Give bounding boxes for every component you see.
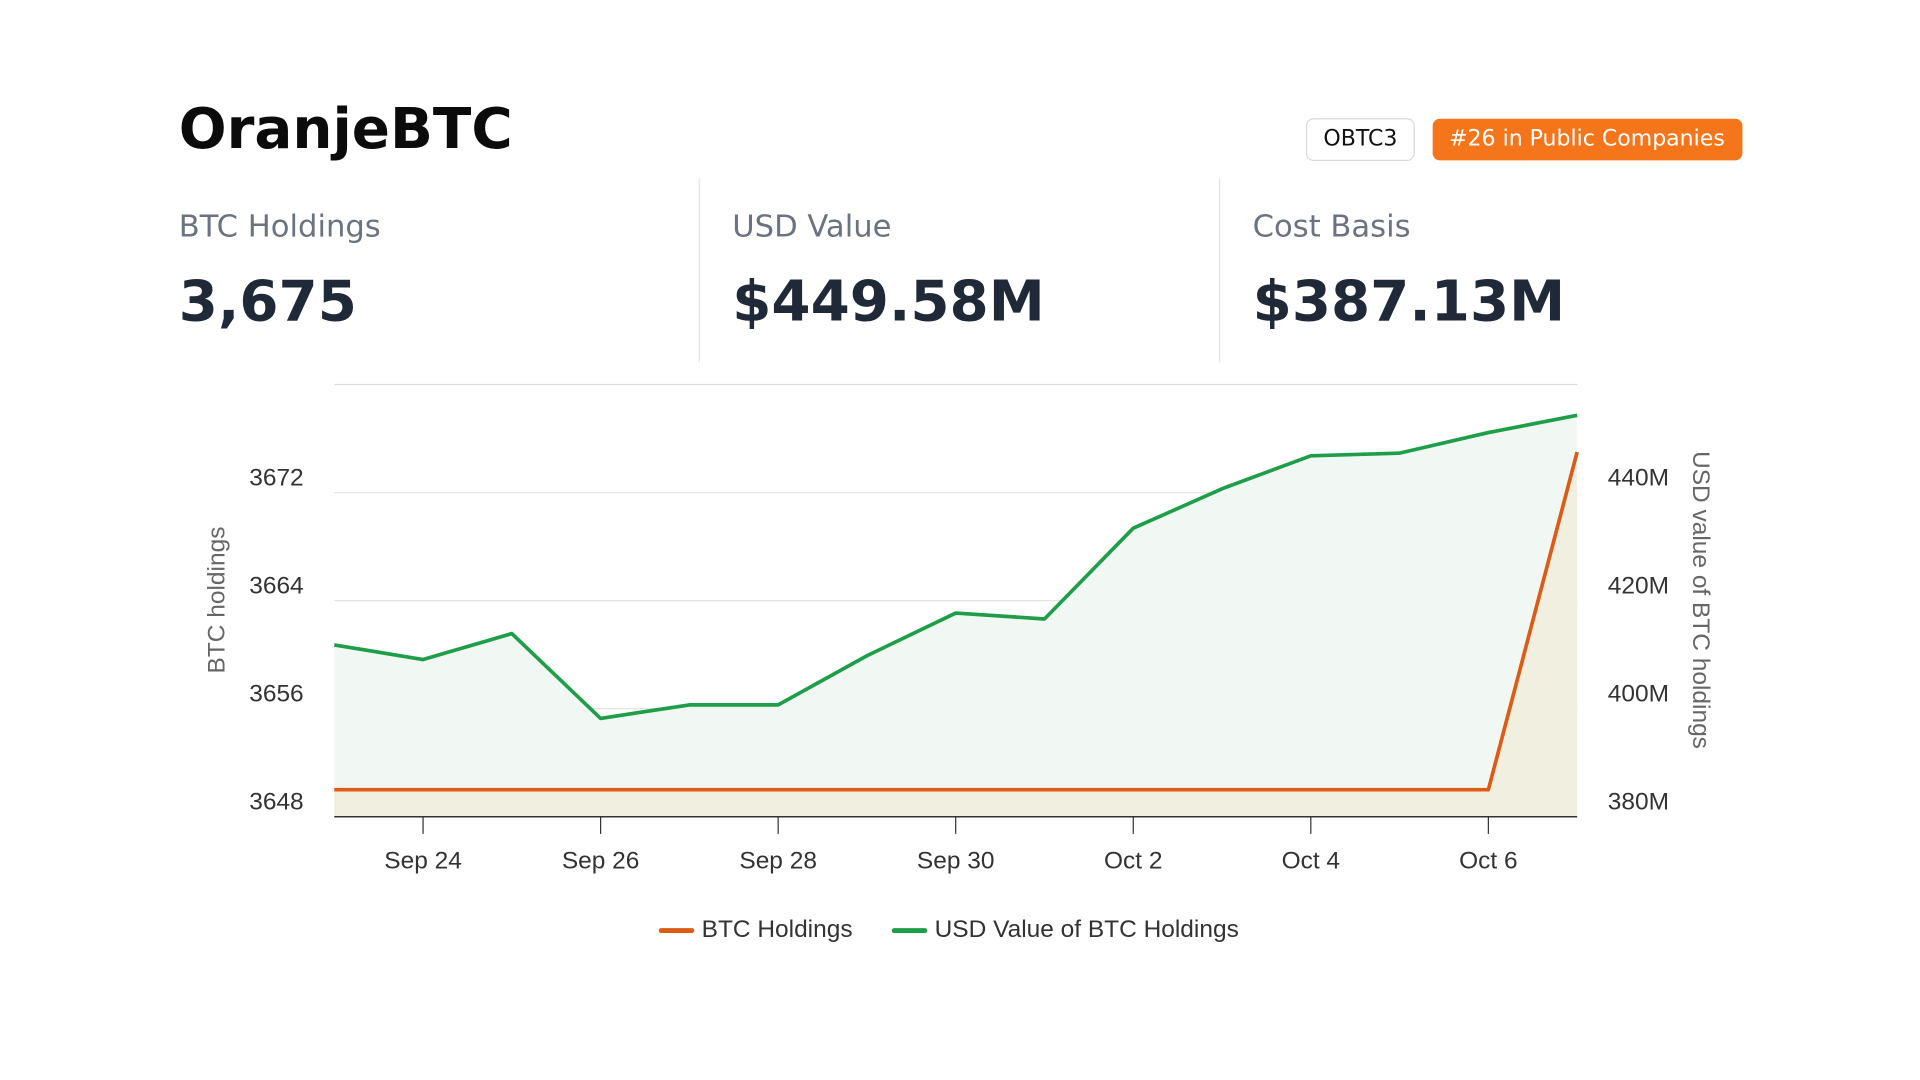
y2-tick-label: 380M (1608, 789, 1669, 816)
y2-tick-label: 440M (1608, 465, 1669, 492)
legend-label: BTC Holdings (702, 916, 853, 943)
y2-axis-title: USD value of BTC holdings (1687, 451, 1714, 749)
legend-label: USD Value of BTC Holdings (935, 916, 1239, 943)
stat-value: $387.13M (1253, 270, 1566, 335)
stat-value: 3,675 (179, 270, 357, 335)
company-title: OranjeBTC (179, 97, 513, 162)
x-tick-label: Oct 6 (1459, 848, 1517, 875)
stat-label: USD Value (732, 209, 891, 244)
x-tick-label: Sep 24 (384, 848, 462, 875)
x-tick-label: Oct 2 (1104, 848, 1162, 875)
y-tick-label: 3656 (249, 681, 303, 708)
y-axis-title: BTC holdings (203, 527, 230, 674)
ticker-text: OBTC3 (1323, 127, 1397, 152)
stat-value: $449.58M (732, 270, 1045, 335)
rank-badge (1432, 118, 1743, 161)
x-tick-label: Sep 30 (917, 848, 995, 875)
series-line (333, 413, 1578, 721)
chart: 3648 3656 3664 3672 380M 400M 420M 440M Sep 24 Se… (203, 383, 1714, 943)
x-tick-label: Oct 4 (1282, 848, 1340, 875)
x-tick-label: Sep 26 (562, 848, 640, 875)
stat-label: Cost Basis (1253, 209, 1411, 244)
stat-label: BTC Holdings (179, 209, 381, 244)
rank-text: #26 in Public Companies (1449, 127, 1725, 152)
series-line (334, 451, 1579, 792)
area (334, 415, 1578, 817)
y-tick-label: 3664 (249, 573, 303, 600)
ticker-badge (1305, 118, 1415, 162)
x-tick-label: Sep 28 (739, 848, 817, 875)
y2-tick-label: 420M (1608, 573, 1669, 600)
y2-tick-label: 400M (1608, 681, 1669, 708)
y-tick-label: 3648 (249, 789, 303, 816)
y-tick-label: 3672 (249, 465, 303, 492)
